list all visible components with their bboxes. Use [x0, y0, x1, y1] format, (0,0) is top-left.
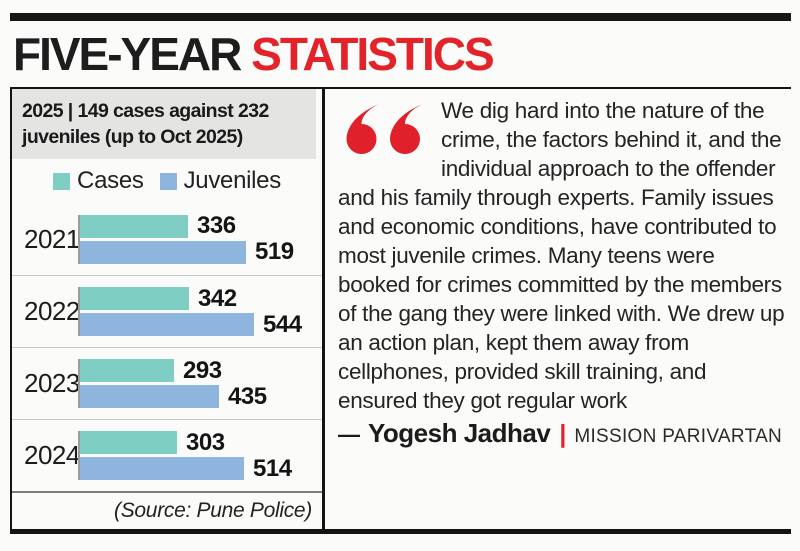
bar-cases-2023: [80, 359, 174, 382]
year-label: 2023: [24, 368, 80, 398]
legend-swatch-cases: [53, 172, 71, 190]
chart-row-2023: 2023 293 435: [12, 347, 322, 419]
bar-line-juveniles: 435: [80, 382, 322, 410]
legend-item-cases: Cases: [53, 167, 144, 195]
bar-value: 303: [186, 428, 225, 456]
attribution-name: Yogesh Jadhav: [368, 418, 551, 448]
legend-label: Cases: [77, 167, 144, 194]
legend-item-juveniles: Juveniles: [159, 167, 282, 195]
chart-row-2021: 2021 336 519: [12, 203, 322, 275]
bar-value: 519: [255, 238, 294, 265]
bar-line-cases: 303: [80, 428, 322, 456]
bar-line-juveniles: 514: [80, 454, 322, 482]
legend-swatch-juveniles: [159, 172, 177, 190]
attribution-org: MISSION PARIVARTAN: [574, 426, 783, 447]
page-title-red: STATISTICS: [251, 28, 495, 80]
bar-group: 342 544: [78, 284, 322, 338]
bar-cases-2021: [80, 214, 188, 238]
bar-juveniles-2021: [80, 240, 246, 264]
quote-text: We dig hard into the nature of the crime…: [338, 98, 785, 413]
chart-panel: 2025 | 149 cases against 232 juveniles (…: [10, 89, 325, 529]
bar-cases-2024: [80, 431, 177, 454]
bar-value: 514: [253, 454, 292, 482]
legend-label: Juveniles: [183, 167, 282, 194]
source-label: (Source: Pune Police): [114, 499, 312, 522]
year-label: 2021: [24, 223, 80, 254]
chart-row-2022: 2022 342 544: [12, 275, 322, 347]
bar-value: 544: [263, 310, 302, 338]
bar-chart: 2021 336 519 2022 342 544 2023 293 435 2024 303 514: [12, 203, 322, 491]
opening-quote-icon: [338, 100, 433, 160]
page-title: FIVE-YEAR STATISTICS: [13, 27, 791, 81]
source-row: (Source: Pune Police): [12, 491, 322, 529]
bar-juveniles-2023: [80, 385, 219, 408]
year-label: 2024: [24, 440, 80, 470]
quote-paragraph: We dig hard into the nature of the crime…: [338, 96, 785, 415]
bar-line-cases: 293: [80, 356, 322, 384]
page-title-black: FIVE-YEAR: [13, 28, 242, 80]
chart-legend: Cases Juveniles: [12, 159, 322, 203]
chart-row-2024: 2024 303 514: [12, 419, 322, 491]
attribution-dash: —: [338, 422, 360, 447]
bar-line-cases: 342: [80, 284, 322, 312]
bar-line-cases: 336: [80, 212, 322, 239]
year-label: 2022: [24, 296, 80, 326]
bar-value: 336: [197, 212, 236, 239]
quote-panel: We dig hard into the nature of the crime…: [325, 89, 791, 529]
bar-group: 293 435: [78, 356, 322, 410]
bar-value: 435: [228, 382, 267, 410]
bar-juveniles-2022: [80, 313, 254, 336]
bar-line-juveniles: 544: [80, 310, 322, 338]
bar-group: 303 514: [78, 428, 322, 482]
bar-value: 342: [198, 284, 237, 312]
attribution-separator: |: [559, 420, 567, 448]
bar-value: 293: [183, 356, 222, 384]
bar-juveniles-2024: [80, 457, 244, 480]
bar-line-juveniles: 519: [80, 238, 322, 265]
chart-header: 2025 | 149 cases against 232 juveniles (…: [12, 89, 316, 159]
bar-group: 336 519: [78, 212, 322, 265]
bar-cases-2022: [80, 287, 189, 310]
content-panels: 2025 | 149 cases against 232 juveniles (…: [10, 87, 791, 534]
top-rule: [10, 13, 791, 21]
quote-attribution: — Yogesh Jadhav | MISSION PARIVARTAN: [338, 418, 785, 449]
